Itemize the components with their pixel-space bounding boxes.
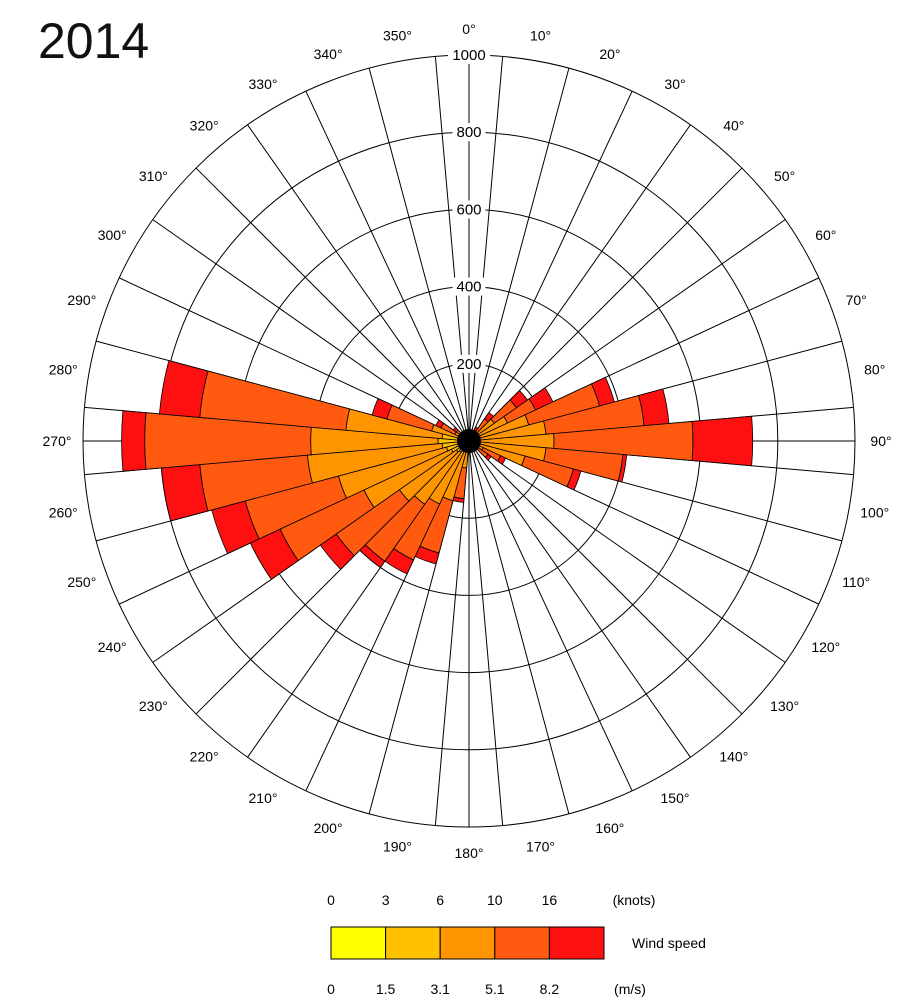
legend-ms-unit: (m/s) [614,981,646,997]
angle-label: 90° [870,433,891,449]
ring-label-bg [452,123,486,142]
angle-label: 70° [846,292,867,308]
legend-ms-label: 5.1 [485,981,505,997]
angle-label: 0° [462,21,475,37]
angle-label: 180° [455,845,484,861]
grid-spoke [468,440,786,663]
ring-label-bg [452,354,486,373]
angle-label: 80° [864,361,885,377]
angle-label: 250° [67,574,96,590]
angle-label: 320° [190,117,219,133]
grid-spoke [152,219,470,442]
angle-label: 30° [664,76,685,92]
grid-spoke [468,56,504,442]
speed-legend: 0 3 6 10 16 (knots) 0 1.5 3.1 5.1 8.2 (m/s) Wind spe… [327,892,706,997]
ring-label-bg [452,200,486,219]
angle-label: 350° [383,27,412,43]
radial-tick-label: 400 [456,279,481,296]
angle-label: 210° [249,790,278,806]
grid-spoke [468,440,570,814]
wind-bar-segment [121,410,147,472]
angle-label: 150° [661,790,690,806]
legend-ms-label: 8.2 [540,981,560,997]
angle-label: 240° [98,639,127,655]
grid-spoke [247,124,470,442]
angle-label: 110° [842,574,870,590]
grid-spoke [368,68,470,442]
legend-knots-label: 10 [487,892,503,908]
angle-label: 170° [526,839,555,855]
grid-spoke [434,56,470,442]
wind-bar-segment [691,415,754,467]
angular-labels: 0° 10° 20° 30° 40° 50° 60° 70° 80° 90° 100° 110° 120… [43,21,892,861]
angle-label: 230° [139,698,168,714]
radial-tick-label: 200 [456,356,481,373]
angle-label: 60° [815,227,836,243]
grid-spoke [468,440,691,758]
angle-label: 260° [49,505,78,521]
angle-label: 300° [98,227,127,243]
legend-ms-label: 1.5 [376,981,396,997]
radial-tick-label: 600 [456,201,481,218]
ring-label-bg [452,277,486,296]
angle-label: 340° [314,46,343,62]
angle-label: 220° [190,749,219,765]
legend-knots-label: 0 [327,892,335,908]
ring-label-bg [448,46,490,64]
grid-spoke [468,440,743,715]
legend-swatch [548,926,605,960]
radial-tick-labels: 200 400 600 800 1000 [448,46,490,373]
grid-spoke [468,440,633,792]
legend-ms-label: 0 [327,981,335,997]
grid-spoke [468,90,633,442]
legend-swatch [494,926,550,960]
angle-label: 10° [530,27,551,43]
legend-knots-label: 16 [542,892,558,908]
angle-label: 190° [383,839,412,855]
angle-label: 310° [139,168,168,184]
legend-knots-label: 3 [382,892,390,908]
legend-swatch [330,926,387,960]
radial-tick-label: 1000 [452,47,485,64]
radial-tick-label: 800 [456,124,481,141]
angle-label: 100° [860,505,889,521]
grid-spoke [434,440,470,826]
grid-spoke [468,124,691,442]
angle-label: 50° [774,168,795,184]
legend-swatch [385,926,441,960]
angle-label: 130° [770,698,799,714]
angle-label: 200° [314,820,343,836]
angle-label: 270° [43,433,72,449]
chart-title: 2014 [38,13,150,69]
legend-knots-unit: (knots) [613,892,656,908]
center-hub [457,429,481,453]
angle-label: 160° [595,820,624,836]
angle-label: 280° [49,361,78,377]
angle-label: 20° [599,46,620,62]
angle-label: 290° [67,292,96,308]
legend-swatch [439,926,496,960]
legend-title: Wind speed [632,935,706,951]
legend-ms-label: 3.1 [430,981,450,997]
wind-rose-bars [121,360,754,580]
legend-knots-label: 6 [436,892,444,908]
angle-label: 330° [249,76,278,92]
grid-spoke [305,90,470,442]
grid-spoke [468,440,504,826]
calm-hub [457,429,481,453]
angle-label: 120° [811,639,840,655]
angle-label: 40° [723,117,744,133]
grid-spoke [195,167,470,442]
grid-spoke [468,68,570,442]
angle-label: 140° [719,749,748,765]
